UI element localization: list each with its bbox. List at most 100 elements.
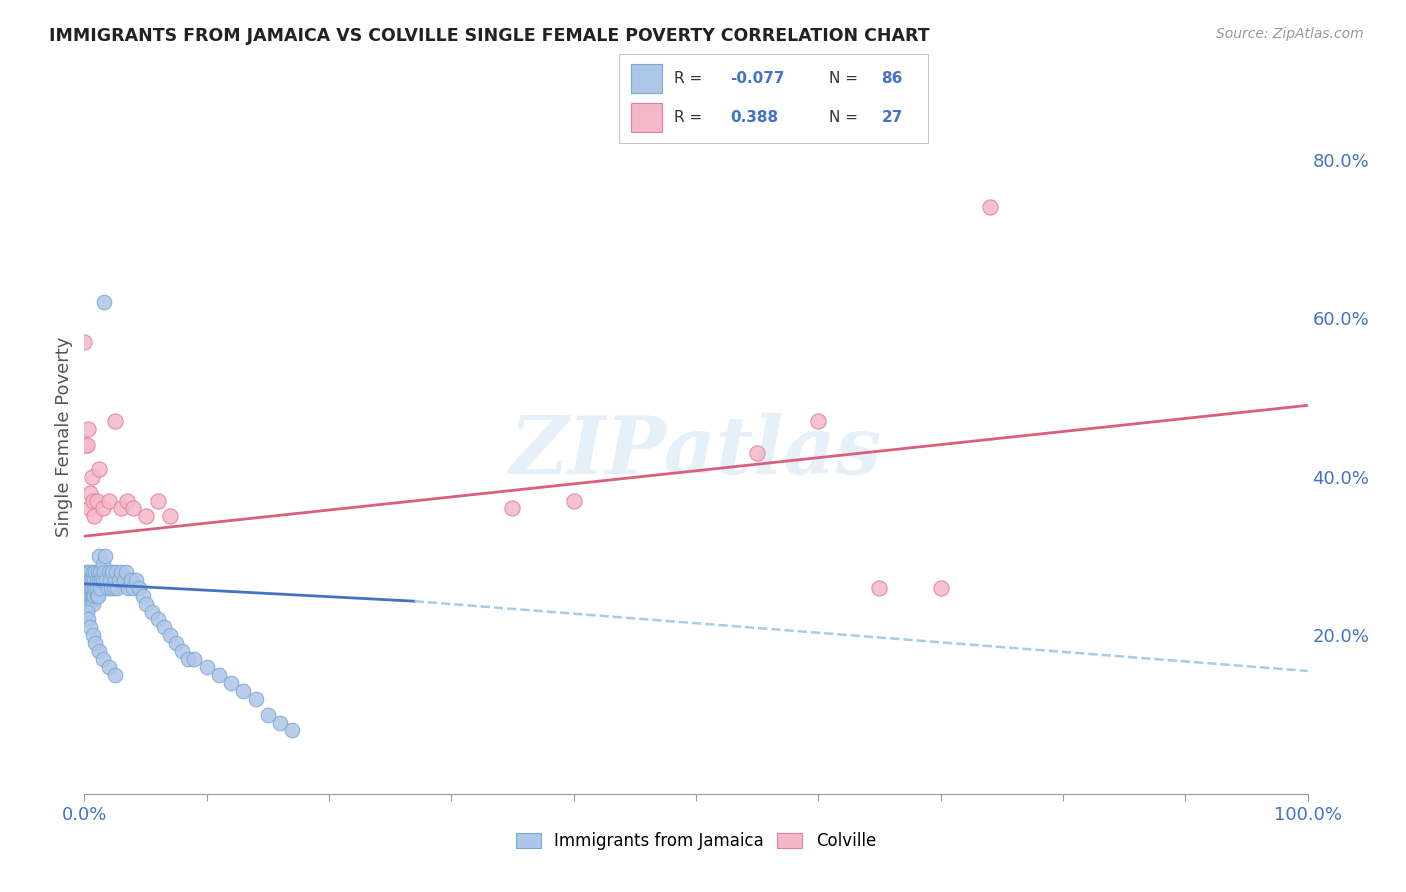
Text: 86: 86: [882, 71, 903, 86]
Point: [76, 597, 98, 611]
Point: [172, 644, 194, 658]
Point: [120, 573, 142, 587]
Point: [83, 573, 105, 587]
Point: [82, 597, 104, 611]
Point: [87, 589, 110, 603]
Point: [110, 565, 132, 579]
Point: [79, 581, 101, 595]
Point: [747, 446, 769, 460]
Point: [97, 581, 120, 595]
Point: [562, 493, 585, 508]
Point: [146, 493, 169, 508]
Point: [76, 438, 98, 452]
Point: [93, 295, 115, 310]
Point: [101, 565, 124, 579]
Text: ZIPatlas: ZIPatlas: [510, 413, 882, 490]
Point: [91, 501, 114, 516]
Point: [75, 565, 97, 579]
Point: [83, 509, 105, 524]
Point: [80, 589, 103, 603]
Point: [141, 605, 163, 619]
Point: [257, 707, 280, 722]
Point: [86, 573, 108, 587]
Point: [104, 414, 127, 428]
Point: [75, 581, 97, 595]
Point: [979, 200, 1001, 214]
Point: [135, 509, 157, 524]
Point: [269, 715, 291, 730]
Point: [195, 660, 218, 674]
Point: [177, 652, 200, 666]
Point: [91, 652, 114, 666]
Point: [245, 691, 267, 706]
Point: [77, 573, 100, 587]
Point: [105, 565, 128, 579]
Point: [94, 549, 117, 563]
Point: [73, 334, 96, 349]
Text: Source: ZipAtlas.com: Source: ZipAtlas.com: [1216, 27, 1364, 41]
Point: [153, 620, 176, 634]
Point: [281, 723, 304, 738]
Point: [97, 493, 120, 508]
Point: [82, 589, 104, 603]
Point: [122, 581, 145, 595]
Point: [97, 565, 120, 579]
Point: [135, 597, 157, 611]
Text: IMMIGRANTS FROM JAMAICA VS COLVILLE SINGLE FEMALE POVERTY CORRELATION CHART: IMMIGRANTS FROM JAMAICA VS COLVILLE SING…: [49, 27, 929, 45]
Point: [80, 469, 103, 483]
Point: [87, 644, 110, 658]
Text: N =: N =: [830, 71, 863, 86]
Point: [115, 565, 138, 579]
Point: [79, 589, 101, 603]
Point: [104, 668, 127, 682]
Point: [83, 589, 105, 603]
Point: [82, 565, 104, 579]
Legend: Immigrants from Jamaica, Colville: Immigrants from Jamaica, Colville: [509, 826, 883, 857]
Point: [91, 573, 114, 587]
Text: -0.077: -0.077: [730, 71, 785, 86]
Point: [165, 636, 187, 650]
Point: [75, 438, 97, 452]
Point: [80, 573, 103, 587]
Point: [146, 612, 169, 626]
Point: [159, 628, 181, 642]
Point: [86, 589, 108, 603]
Point: [87, 565, 110, 579]
Point: [77, 589, 100, 603]
Point: [100, 581, 122, 595]
Point: [183, 652, 205, 666]
Point: [76, 605, 98, 619]
Text: 0.388: 0.388: [730, 111, 778, 125]
Point: [97, 660, 120, 674]
Point: [86, 581, 108, 595]
Point: [117, 581, 139, 595]
Point: [76, 589, 98, 603]
Point: [86, 493, 108, 508]
Point: [219, 676, 242, 690]
Point: [82, 493, 104, 508]
Point: [89, 581, 111, 595]
Point: [869, 581, 891, 595]
Point: [90, 573, 112, 587]
Point: [91, 557, 114, 571]
Point: [83, 581, 105, 595]
Point: [77, 501, 100, 516]
Point: [132, 589, 155, 603]
Point: [76, 573, 98, 587]
Point: [232, 683, 254, 698]
Point: [77, 422, 100, 436]
Point: [122, 501, 145, 516]
Point: [80, 581, 103, 595]
Point: [107, 573, 129, 587]
Point: [125, 573, 148, 587]
Point: [77, 565, 100, 579]
Point: [103, 581, 125, 595]
Point: [87, 462, 110, 476]
Point: [105, 581, 128, 595]
Point: [77, 597, 100, 611]
Point: [89, 565, 111, 579]
Point: [115, 493, 138, 508]
Y-axis label: Single Female Poverty: Single Female Poverty: [55, 337, 73, 537]
Point: [79, 620, 101, 634]
Point: [87, 549, 110, 563]
